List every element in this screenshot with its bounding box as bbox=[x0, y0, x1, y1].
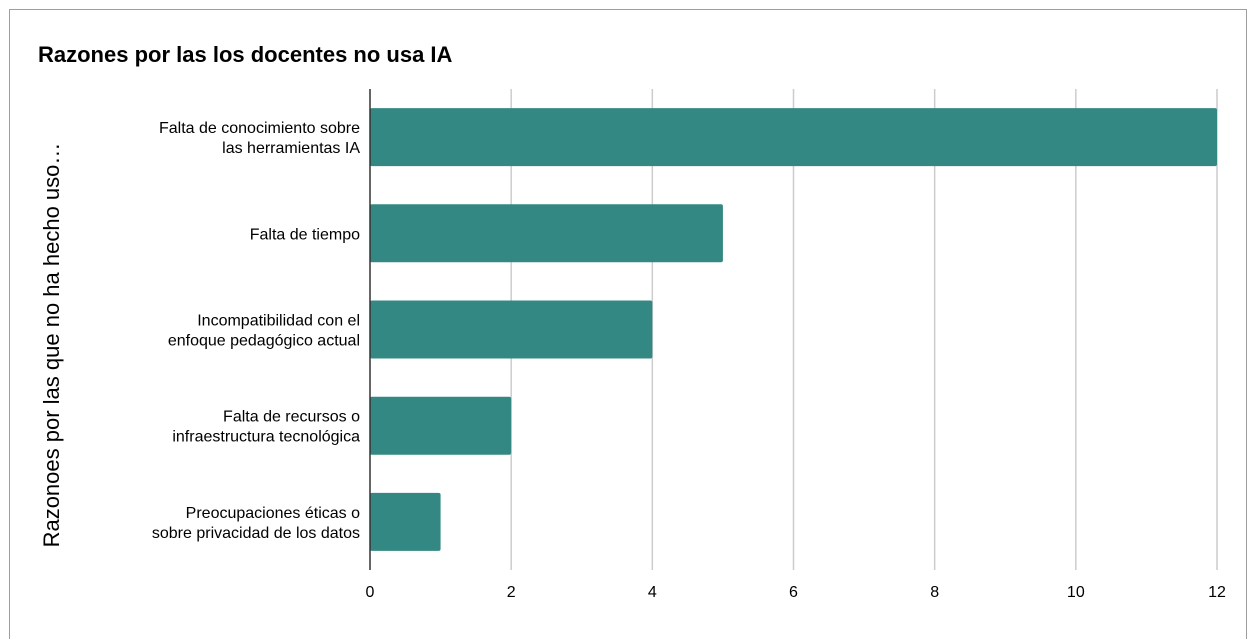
chart-title: Razones por las los docentes no usa IA bbox=[38, 42, 453, 67]
category-label: Preocupaciones éticas o sobre privacidad … bbox=[152, 505, 360, 542]
category-label-line: Falta de recursos o bbox=[223, 409, 360, 426]
bar bbox=[370, 396, 512, 455]
category-label-line: sobre privacidad de los datos bbox=[152, 525, 360, 542]
bar bbox=[370, 492, 441, 551]
x-tick-label: 8 bbox=[930, 584, 939, 601]
category-label-line: Incompatibilidad con el bbox=[197, 313, 360, 330]
category-label-line: Preocupaciones éticas o bbox=[186, 505, 360, 522]
bar bbox=[370, 300, 653, 359]
bar bbox=[370, 108, 1217, 167]
x-tick-labels: 0 2 4 6 8 10 12 bbox=[366, 584, 1226, 601]
y-axis-title: Razonoes por las que no ha hecho uso… bbox=[39, 143, 64, 548]
category-label: Incompatibilidad con el enfoque pedagógic… bbox=[168, 313, 360, 350]
bar bbox=[370, 204, 723, 263]
category-label: Falta de tiempo bbox=[250, 226, 360, 243]
category-label-line: Falta de conocimiento sobre bbox=[159, 120, 360, 137]
x-tick-label: 10 bbox=[1067, 584, 1085, 601]
bars bbox=[370, 108, 1217, 551]
category-label: Falta de conocimiento sobre las herramien… bbox=[159, 120, 360, 157]
category-label-line: Falta de tiempo bbox=[250, 226, 360, 243]
x-tick-label: 6 bbox=[789, 584, 798, 601]
category-label-line: infraestructura tecnológica bbox=[172, 429, 360, 446]
x-tick-label: 4 bbox=[648, 584, 657, 601]
category-label-line: las herramientas IA bbox=[222, 140, 360, 157]
category-labels: Falta de conocimiento sobre las herramien… bbox=[152, 120, 360, 542]
x-tick-label: 2 bbox=[507, 584, 516, 601]
x-tick-label: 12 bbox=[1208, 584, 1226, 601]
category-label: Falta de recursos o infraestructura tecno… bbox=[172, 409, 360, 446]
category-label-line: enfoque pedagógico actual bbox=[168, 333, 360, 350]
x-tick-label: 0 bbox=[366, 584, 375, 601]
